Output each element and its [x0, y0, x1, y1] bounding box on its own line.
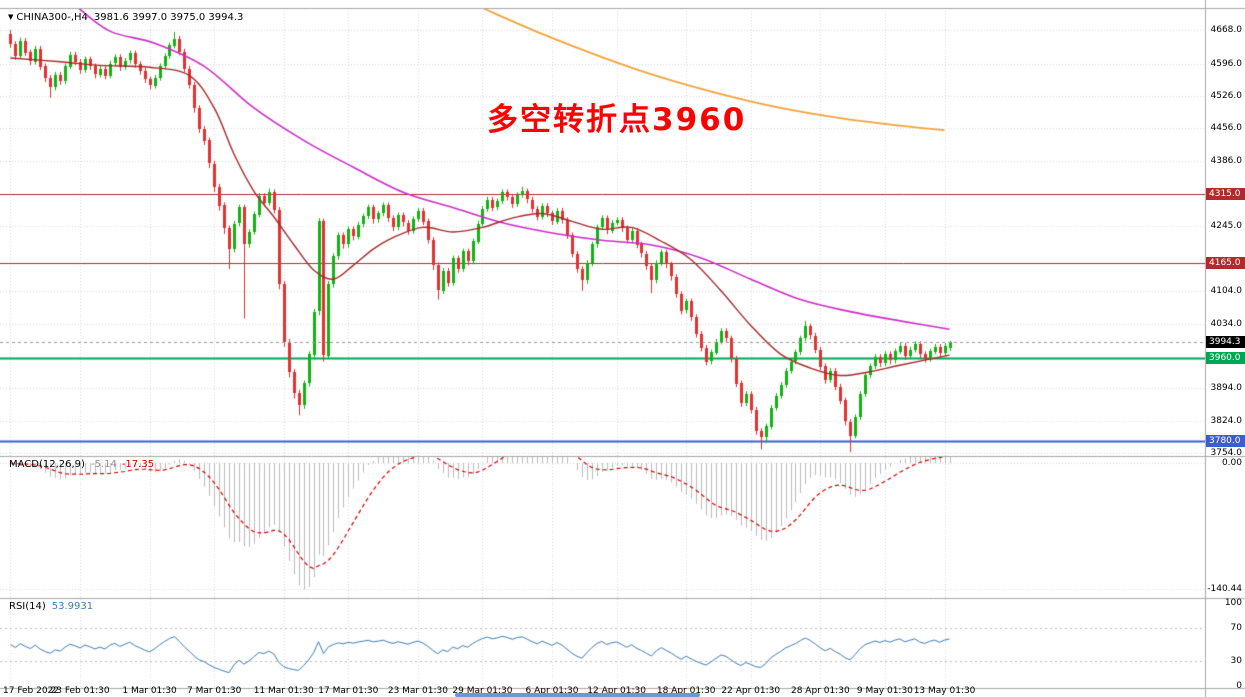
- chart-annotation-text: 多空转折点3960: [487, 102, 747, 138]
- macd-main-value: -5.14: [90, 459, 117, 470]
- macd-name: MACD(12,26,9): [9, 459, 85, 470]
- symbol-marker-icon: ▼: [8, 13, 14, 21]
- ohlc-values: 3981.6 3997.0 3975.0 3994.3: [93, 12, 244, 23]
- macd-signal-value: -17.35: [121, 459, 155, 470]
- rsi-indicator-label: RSI(14) 53.9931: [9, 601, 93, 612]
- horizontal-scrollbar-thumb[interactable]: [455, 693, 700, 697]
- symbol-name: CHINA300-,H4: [16, 12, 88, 23]
- rsi-value: 53.9931: [51, 601, 94, 612]
- chart-title: ▼ CHINA300-,H4 3981.6 3997.0 3975.0 3994.3: [8, 12, 243, 23]
- rsi-name: RSI(14): [9, 601, 46, 612]
- macd-indicator-label: MACD(12,26,9) -5.14 -17.35: [9, 459, 154, 470]
